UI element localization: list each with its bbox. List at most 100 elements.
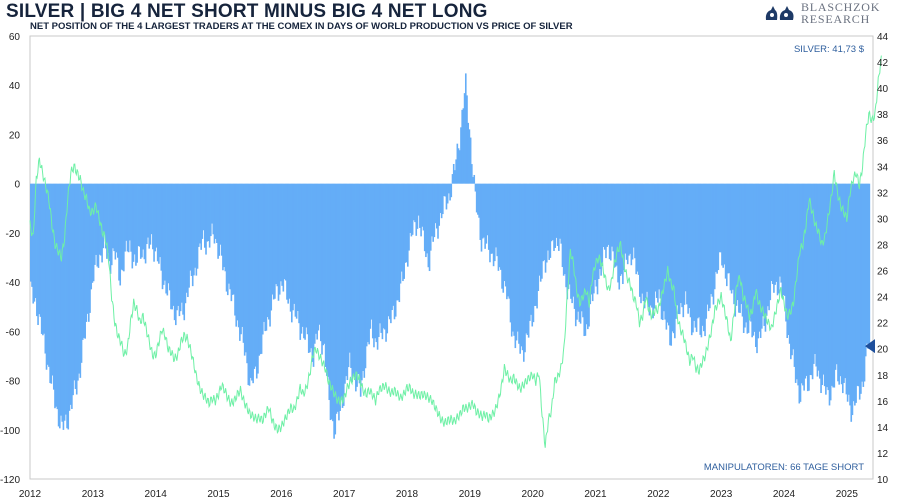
net-position-bar [519, 183, 521, 354]
net-position-bar [345, 183, 347, 377]
net-position-bar [456, 143, 459, 184]
net-position-bar [95, 183, 97, 255]
net-position-bar [426, 183, 428, 254]
net-position-bar [562, 183, 565, 276]
net-position-bar [295, 183, 298, 319]
net-position-bar [211, 183, 213, 224]
net-position-bar [481, 183, 484, 239]
right-tick-label: 38 [877, 110, 889, 121]
net-position-bar [320, 183, 322, 342]
net-position-bar [48, 183, 50, 367]
net-position-bar [301, 183, 304, 327]
net-position-bar [578, 183, 581, 322]
net-position-bar [73, 183, 76, 381]
net-position-bar [381, 183, 384, 340]
net-position-bar [577, 183, 579, 312]
net-position-bar [863, 183, 866, 382]
net-position-bar [284, 183, 287, 281]
net-position-bar [850, 183, 853, 422]
x-tick-label: 2014 [145, 489, 168, 499]
net-position-bar [617, 183, 619, 283]
net-position-bar [769, 183, 772, 301]
net-position-bar [216, 183, 218, 243]
net-position-bar [324, 183, 327, 367]
net-position-bar [846, 183, 849, 402]
net-position-bar [190, 183, 193, 276]
net-position-bar [204, 183, 206, 248]
net-position-bar [159, 183, 161, 258]
net-position-bar [833, 183, 836, 388]
net-position-bar [485, 183, 488, 244]
net-position-bar [828, 183, 831, 406]
net-position-bar [808, 183, 810, 391]
net-position-bar [657, 183, 659, 303]
net-position-bar [206, 183, 209, 242]
net-position-bar [698, 183, 700, 318]
net-position-bar [316, 183, 318, 340]
net-position-bar [622, 183, 624, 285]
x-tick-label: 2023 [710, 489, 733, 499]
net-position-bar [512, 183, 514, 332]
net-position-bar [359, 183, 362, 397]
net-position-bar [508, 183, 511, 299]
net-position-bar [492, 183, 495, 267]
price-label: SILVER: 41,73 $ [794, 44, 865, 55]
net-position-bar [763, 183, 766, 326]
net-position-bar [450, 183, 453, 198]
net-position-bar [558, 183, 560, 251]
net-position-bar [588, 183, 590, 327]
net-position-bar [843, 183, 845, 383]
net-position-bar [786, 183, 789, 338]
net-position-bar [445, 183, 448, 210]
net-position-bar [141, 183, 143, 258]
right-tick-label: 24 [877, 293, 889, 304]
net-position-bar [59, 183, 61, 429]
net-position-bar [86, 183, 89, 314]
net-position-bar [812, 183, 815, 364]
net-position-bar [247, 183, 250, 385]
net-position-bar [543, 183, 546, 261]
net-position-bar [570, 183, 572, 299]
net-position-bar [264, 183, 267, 332]
net-position-bar [545, 183, 548, 263]
net-position-bar [804, 183, 807, 379]
net-position-bar [491, 183, 494, 254]
net-position-bar [123, 183, 125, 272]
net-position-bars [30, 73, 871, 439]
net-position-bar [856, 183, 859, 386]
net-position-bar [310, 183, 312, 349]
net-position-bar [686, 183, 688, 305]
x-tick-label: 2024 [773, 489, 796, 499]
net-position-bar [388, 183, 391, 320]
net-position-bar [608, 183, 611, 260]
net-position-bar [746, 183, 749, 334]
net-position-bar [124, 183, 126, 252]
net-position-bar [612, 183, 615, 252]
net-position-bar [689, 183, 692, 318]
net-position-bar [567, 183, 570, 289]
net-position-bar [542, 183, 544, 262]
net-position-bar [68, 183, 71, 411]
net-position-bar [448, 183, 450, 194]
net-position-bar [660, 183, 663, 320]
net-position-bar [834, 183, 837, 370]
right-tick-label: 34 [877, 162, 889, 173]
net-position-bar [839, 183, 842, 377]
net-position-bar [574, 183, 577, 327]
net-position-bar [254, 183, 257, 367]
net-position-bar [753, 183, 756, 332]
net-position-bar [864, 183, 867, 357]
chart-annotations: SILVER: 41,73 $ MANIPULATOREN: 66 TAGE SH… [704, 44, 875, 473]
net-position-bar [831, 183, 833, 386]
net-position-bar [682, 183, 685, 318]
net-position-bar [414, 183, 416, 223]
net-position-bar [118, 183, 120, 281]
net-position-bar [155, 183, 158, 248]
right-axis-ticks: 44 42 40 38 36 34 32 30 28 26 24 22 20 18 16 14 12 10 [877, 32, 889, 486]
net-position-bar [675, 183, 677, 319]
net-position-bar [838, 183, 840, 385]
net-position-bar [147, 183, 149, 238]
net-position-bar [827, 183, 830, 391]
net-position-bar [152, 183, 154, 250]
net-position-bar [104, 183, 107, 249]
